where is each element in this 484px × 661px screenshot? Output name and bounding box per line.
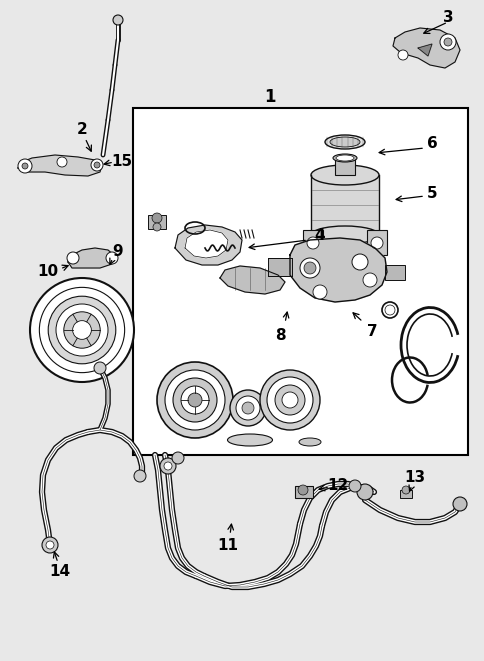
Circle shape [30, 278, 134, 382]
Circle shape [39, 288, 124, 373]
Circle shape [94, 362, 106, 374]
Circle shape [274, 385, 304, 415]
Circle shape [300, 258, 319, 278]
Circle shape [106, 252, 118, 264]
Text: 15: 15 [111, 155, 132, 169]
Bar [310, 175, 378, 235]
Circle shape [57, 157, 67, 167]
Circle shape [164, 462, 172, 470]
Circle shape [452, 497, 466, 511]
Polygon shape [392, 28, 459, 68]
Circle shape [267, 377, 312, 423]
Circle shape [172, 452, 183, 464]
Polygon shape [175, 225, 242, 265]
Circle shape [370, 237, 382, 249]
Text: 11: 11 [217, 537, 238, 553]
Circle shape [157, 362, 232, 438]
Circle shape [303, 262, 316, 274]
Text: 13: 13 [404, 471, 424, 485]
Polygon shape [18, 155, 102, 176]
Circle shape [259, 370, 319, 430]
Circle shape [48, 296, 116, 364]
Text: 3: 3 [442, 11, 453, 26]
Bar [294, 486, 312, 498]
Circle shape [401, 486, 409, 494]
Bar [268, 258, 291, 276]
Ellipse shape [329, 137, 359, 147]
Circle shape [18, 159, 32, 173]
Circle shape [188, 393, 201, 407]
Circle shape [351, 254, 367, 270]
Text: 1: 1 [264, 88, 275, 106]
Circle shape [73, 321, 91, 339]
Text: 12: 12 [327, 477, 348, 492]
Circle shape [151, 213, 162, 223]
Polygon shape [184, 230, 227, 258]
Circle shape [42, 537, 58, 553]
Text: 8: 8 [274, 327, 285, 342]
Bar [399, 490, 411, 498]
Text: 4: 4 [314, 229, 325, 243]
Circle shape [439, 34, 455, 50]
Ellipse shape [227, 434, 272, 446]
Polygon shape [220, 266, 285, 294]
Text: 9: 9 [112, 245, 123, 260]
Circle shape [67, 252, 79, 264]
Circle shape [46, 541, 54, 549]
Circle shape [242, 402, 254, 414]
Text: 14: 14 [49, 564, 70, 580]
Circle shape [113, 15, 123, 25]
Circle shape [306, 237, 318, 249]
Bar [133, 108, 467, 455]
Circle shape [94, 162, 100, 168]
Ellipse shape [310, 226, 378, 244]
Text: 10: 10 [37, 264, 59, 280]
Circle shape [397, 50, 407, 60]
Circle shape [443, 38, 451, 46]
Ellipse shape [310, 165, 378, 185]
Polygon shape [289, 238, 386, 302]
Ellipse shape [335, 155, 353, 161]
Circle shape [56, 304, 108, 356]
Bar [366, 230, 386, 255]
Bar [302, 230, 322, 255]
Circle shape [348, 480, 360, 492]
Circle shape [281, 392, 297, 408]
Circle shape [312, 285, 326, 299]
Text: 2: 2 [76, 122, 87, 137]
Bar [334, 158, 354, 175]
Polygon shape [417, 44, 431, 56]
Circle shape [236, 396, 259, 420]
Circle shape [297, 485, 307, 495]
Circle shape [173, 378, 216, 422]
Circle shape [229, 390, 265, 426]
Text: 6: 6 [426, 136, 437, 151]
Bar [384, 265, 404, 280]
Circle shape [356, 484, 372, 500]
Circle shape [362, 273, 376, 287]
Ellipse shape [324, 135, 364, 149]
Circle shape [160, 458, 176, 474]
Bar [148, 215, 166, 229]
Circle shape [22, 163, 28, 169]
Circle shape [64, 312, 100, 348]
Circle shape [152, 223, 161, 231]
Polygon shape [68, 248, 115, 268]
Circle shape [165, 370, 225, 430]
Circle shape [134, 470, 146, 482]
Text: 5: 5 [426, 186, 437, 200]
Circle shape [181, 386, 209, 414]
Ellipse shape [298, 438, 320, 446]
Text: 7: 7 [366, 325, 377, 340]
Ellipse shape [333, 154, 356, 162]
Circle shape [91, 159, 103, 171]
